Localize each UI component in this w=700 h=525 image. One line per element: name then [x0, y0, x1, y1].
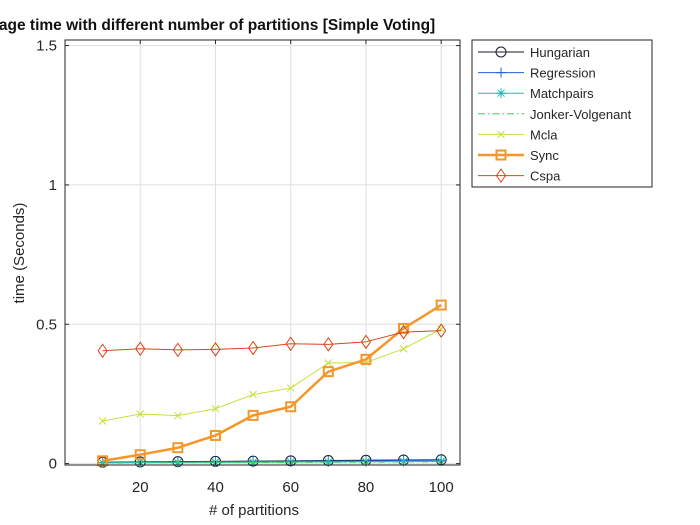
legend-entry-jonker-volgenant: Jonker-Volgenant [478, 107, 632, 122]
data-point-cspa [436, 323, 447, 339]
legend-label-jonker-volgenant: Jonker-Volgenant [530, 107, 632, 122]
y-tick-label: 1.5 [36, 38, 57, 55]
x-tick-label: 40 [207, 479, 224, 496]
legend-entries: Hungarian Regression Matchpairs Jonker-Volg… [478, 45, 632, 184]
data-point-cspa [210, 341, 221, 357]
series-sync [97, 299, 447, 467]
data-point-cspa [360, 334, 372, 350]
data-point-mcla [211, 404, 220, 413]
series-line-mcla [102, 328, 442, 422]
plot-area [65, 40, 460, 465]
data-point-cspa [247, 340, 259, 356]
x-axis-label: # of partitions [209, 502, 299, 519]
legend-marker-cspa [495, 168, 507, 183]
data-point-mcla [249, 390, 257, 399]
data-point-sync [285, 401, 297, 413]
data-point-mcla [324, 359, 333, 367]
x-tick-label: 80 [358, 479, 375, 496]
data-point-mcla [98, 417, 107, 425]
legend-entry-regression: Regression [478, 66, 596, 81]
legend: Hungarian Regression Matchpairs Jonker-Volg… [471, 39, 653, 188]
data-point-mcla [136, 410, 145, 418]
data-series [97, 299, 447, 468]
data-point-sync [322, 366, 334, 378]
data-point-cspa [135, 341, 146, 357]
data-point-mcla [399, 344, 408, 353]
data-point-sync [435, 299, 447, 311]
legend-entry-hungarian: Hungarian [478, 45, 590, 60]
data-point-matchpairs [323, 456, 334, 467]
data-point-sync [247, 409, 259, 421]
legend-marker-regression [496, 67, 506, 78]
data-point-sync [209, 429, 221, 441]
legend-box [471, 39, 653, 188]
legend-entry-matchpairs: Matchpairs [478, 86, 594, 101]
series-line-cspa [102, 330, 442, 352]
series-jonker-volgenant [102, 461, 442, 464]
series-cspa [97, 323, 447, 359]
x-tick-label: 100 [429, 479, 454, 496]
legend-label-matchpairs: Matchpairs [530, 86, 594, 101]
legend-label-mcla: Mcla [530, 127, 558, 142]
data-point-sync [134, 449, 146, 461]
y-tick-label: 0 [49, 456, 57, 473]
legend-marker-sync [495, 149, 507, 161]
series-line-sync [102, 303, 442, 463]
data-point-sync [398, 322, 410, 334]
grid-lines [65, 40, 460, 465]
series-mcla [98, 325, 446, 425]
legend-label-sync: Sync [530, 148, 559, 163]
legend-marker-hungarian [495, 46, 507, 58]
data-point-sync [360, 353, 372, 365]
y-tick-label: 0.5 [36, 316, 57, 333]
legend-label-regression: Regression [530, 66, 596, 81]
legend-label-cspa: Cspa [530, 169, 561, 184]
legend-label-hungarian: Hungarian [530, 45, 590, 60]
legend-entry-cspa: Cspa [478, 168, 561, 184]
axis-ticks: 20 40 60 80 100 0 0.5 1 1.5 [36, 38, 460, 496]
y-axis-label: time (Seconds) [11, 203, 28, 304]
data-point-cspa [97, 343, 108, 359]
x-tick-label: 20 [132, 479, 149, 496]
data-point-sync [172, 442, 184, 454]
data-point-cspa [323, 336, 334, 352]
legend-entry-sync: Sync [478, 148, 559, 163]
data-point-cspa [172, 342, 183, 358]
legend-marker-matchpairs [496, 88, 506, 99]
plot-frame [64, 39, 461, 466]
y-tick-label: 1 [49, 177, 57, 194]
series-line-jonker-volgenant [102, 461, 442, 464]
legend-marker-mcla [497, 130, 505, 139]
x-tick-label: 60 [282, 479, 299, 496]
legend-entry-mcla: Mcla [478, 127, 558, 142]
data-point-mcla [286, 384, 295, 392]
data-point-mcla [174, 411, 182, 420]
chart-title: Average time with different number of pa… [0, 17, 435, 34]
data-point-cspa [398, 324, 409, 340]
data-point-cspa [285, 336, 296, 352]
